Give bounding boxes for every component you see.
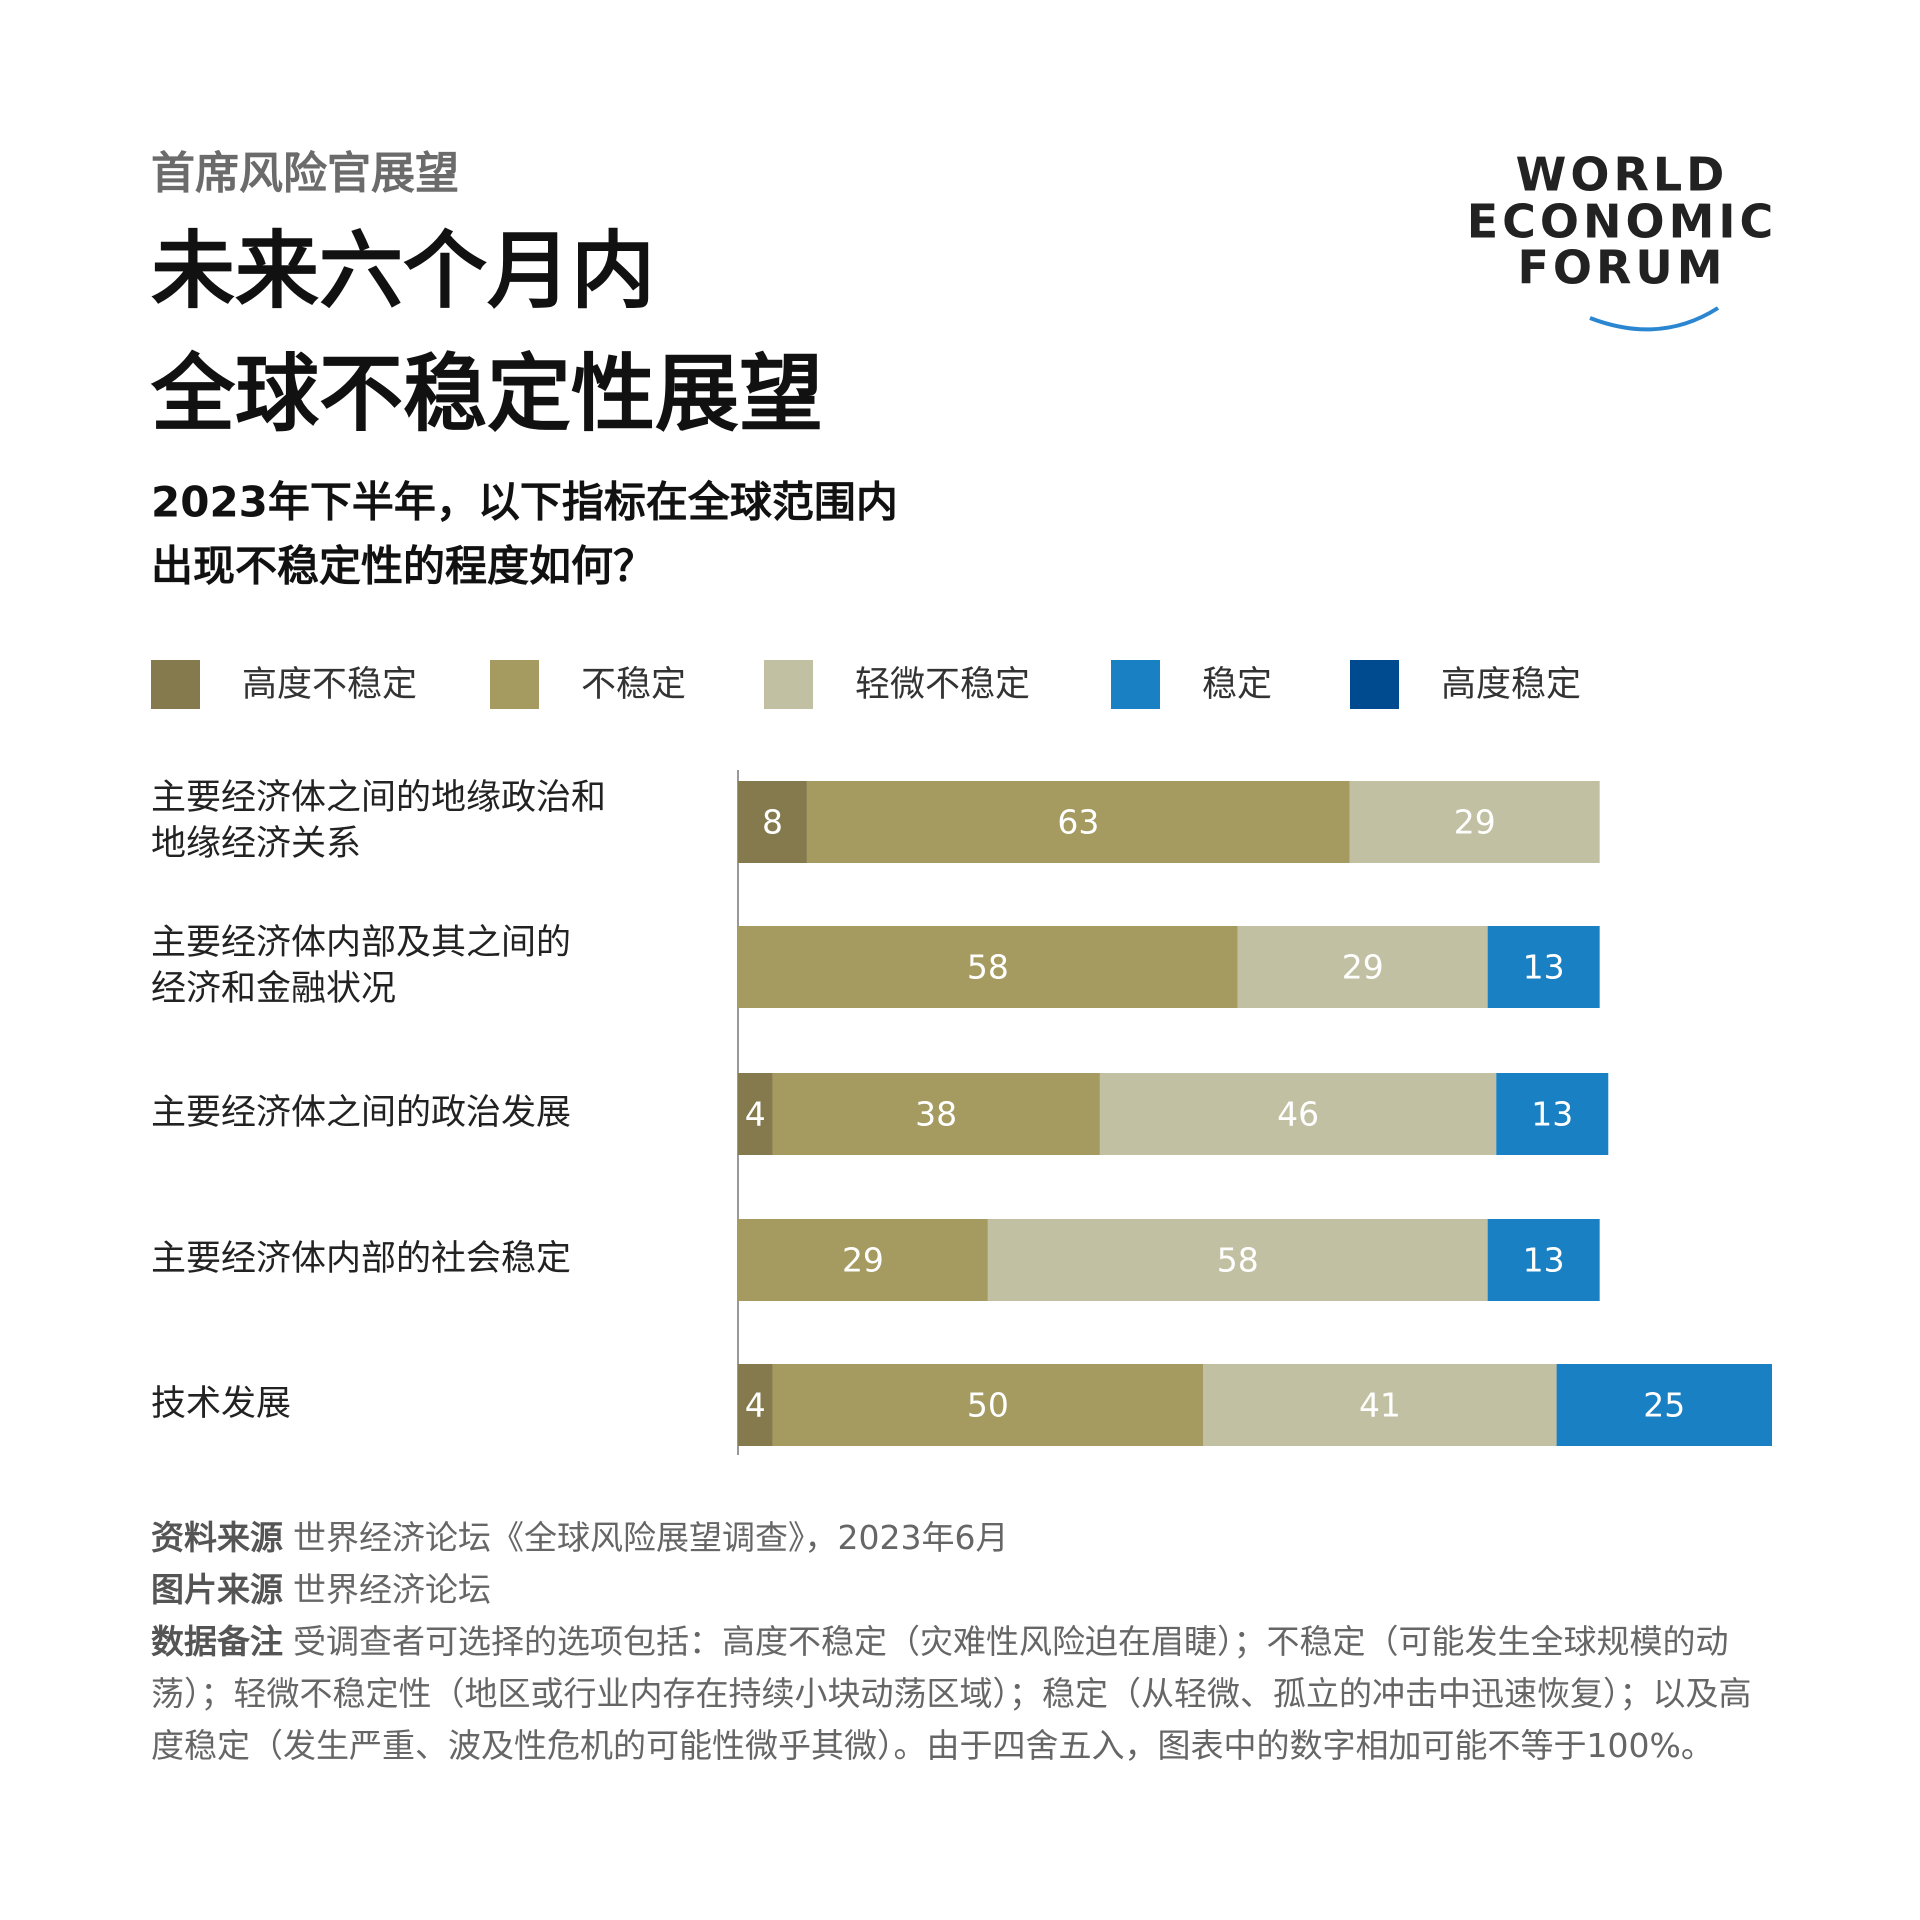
note-lead: 资料来源 <box>151 1518 283 1557</box>
note-lead: 图片来源 <box>151 1570 283 1609</box>
notes: 资料来源 世界经济论坛《全球风险展望调查》，2023年6月 图片来源 世界经济论坛 数据… <box>151 1512 1771 1772</box>
logo-text: WORLD <box>1516 148 1729 202</box>
bar-segment <box>772 1073 1100 1155</box>
category-label: 技术发展 <box>151 1384 291 1424</box>
category-label: 地缘经济关系 <box>151 824 361 864</box>
legend-swatch <box>764 660 813 709</box>
bar-segment <box>1099 1073 1497 1155</box>
legend-swatch <box>490 660 539 709</box>
category-label: 主要经济体内部及其之间的 <box>151 923 571 963</box>
subtitle: 出现不稳定性的程度如何？ <box>151 542 655 591</box>
bar-segment <box>772 1364 1204 1446</box>
note-text: 世界经济论坛《全球风险展望调查》，2023年6月 <box>293 1518 1009 1557</box>
title: 未来六个月内 <box>151 222 655 320</box>
logo-text: ECONOMIC <box>1467 195 1778 249</box>
bar-segment <box>1349 781 1600 863</box>
kicker: 首席风险官展望 <box>151 148 459 199</box>
data-label: 25 <box>1643 1386 1685 1425</box>
legend-swatch <box>1350 660 1399 709</box>
legend-swatch <box>151 660 200 709</box>
legend-label: 高度稳定 <box>1441 665 1581 705</box>
category-label: 主要经济体之间的地缘政治和 <box>151 778 606 818</box>
data-label: 29 <box>842 1241 884 1280</box>
legend-label: 高度不稳定 <box>242 665 417 705</box>
category-label: 主要经济体内部的社会稳定 <box>151 1239 571 1279</box>
note: 图片来源 世界经济论坛 <box>151 1564 1771 1616</box>
note-text: 受调查者可选择的选项包括：高度不稳定（灾难性风险迫在眉睫）；不稳定（可能发生全球… <box>151 1622 1752 1765</box>
data-label: 8 <box>762 803 783 842</box>
bar-segment <box>806 781 1350 863</box>
data-label: 29 <box>1454 803 1496 842</box>
bar-segment <box>1487 1219 1600 1301</box>
logo-text: FORUM <box>1517 241 1726 295</box>
data-label: 4 <box>745 1386 766 1425</box>
legend-label: 稳定 <box>1202 665 1272 705</box>
logo-arc <box>1589 306 1720 332</box>
data-label: 58 <box>967 948 1009 987</box>
title: 全球不稳定性展望 <box>150 345 823 443</box>
bar-segment <box>738 926 1238 1008</box>
bar-segment <box>1237 926 1488 1008</box>
note-lead: 数据备注 <box>151 1622 283 1661</box>
note-text: 世界经济论坛 <box>293 1570 491 1609</box>
bar-segment <box>738 781 807 863</box>
data-label: 13 <box>1523 948 1565 987</box>
bar-segment <box>987 1219 1488 1301</box>
data-label: 4 <box>745 1095 766 1134</box>
data-label: 38 <box>915 1095 957 1134</box>
legend-label: 不稳定 <box>581 665 686 705</box>
bar-segment <box>738 1073 773 1155</box>
category-label: 主要经济体之间的政治发展 <box>151 1093 571 1133</box>
note: 数据备注 受调查者可选择的选项包括：高度不稳定（灾难性风险迫在眉睫）；不稳定（可能… <box>151 1616 1771 1772</box>
data-label: 41 <box>1359 1386 1401 1425</box>
data-label: 46 <box>1277 1095 1319 1134</box>
data-label: 63 <box>1057 803 1099 842</box>
bar-segment <box>738 1364 773 1446</box>
legend-label: 轻微不稳定 <box>855 665 1030 705</box>
data-label: 58 <box>1217 1241 1259 1280</box>
data-label: 13 <box>1531 1095 1573 1134</box>
legend-swatch <box>1111 660 1160 709</box>
bar-segment <box>738 1219 988 1301</box>
note: 资料来源 世界经济论坛《全球风险展望调查》，2023年6月 <box>151 1512 1771 1564</box>
data-label: 13 <box>1523 1241 1565 1280</box>
subtitle: 2023年下半年，以下指标在全球范围内 <box>151 478 898 527</box>
category-label: 经济和金融状况 <box>151 969 396 1009</box>
data-label: 29 <box>1342 948 1384 987</box>
bar-segment <box>1496 1073 1609 1155</box>
data-label: 50 <box>967 1386 1009 1425</box>
bar-segment <box>1487 926 1600 1008</box>
bar-segment <box>1203 1364 1557 1446</box>
bar-segment <box>1556 1364 1772 1446</box>
